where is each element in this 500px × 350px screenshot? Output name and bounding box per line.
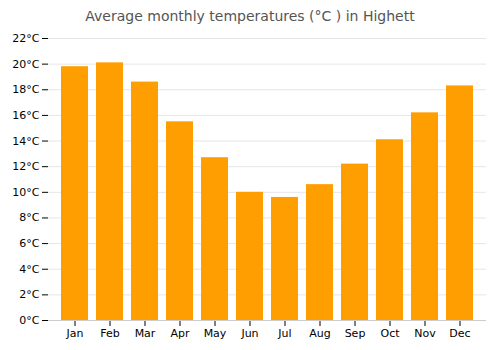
svg-text:Oct: Oct: [380, 327, 400, 340]
svg-text:10°C: 10°C: [12, 186, 39, 199]
svg-text:6°C: 6°C: [19, 237, 39, 250]
svg-text:18°C: 18°C: [12, 83, 39, 96]
svg-text:Jun: Jun: [240, 327, 258, 340]
svg-text:May: May: [204, 327, 227, 340]
svg-text:14°C: 14°C: [12, 135, 39, 148]
svg-text:12°C: 12°C: [12, 160, 39, 173]
svg-text:20°C: 20°C: [12, 58, 39, 71]
svg-text:Feb: Feb: [100, 327, 119, 340]
svg-text:4°C: 4°C: [19, 263, 39, 276]
svg-text:Apr: Apr: [170, 327, 190, 340]
svg-text:Mar: Mar: [135, 327, 156, 340]
svg-text:Nov: Nov: [414, 327, 436, 340]
svg-text:Dec: Dec: [449, 327, 470, 340]
svg-text:8°C: 8°C: [19, 211, 39, 224]
html-text:Average monthly temperatures (: Average monthly temperatures (°C ) in Hi…: [85, 8, 415, 24]
svg-text:Jul: Jul: [277, 327, 291, 340]
svg-text:Aug: Aug: [309, 327, 330, 340]
svg-text:2°C: 2°C: [19, 288, 39, 301]
svg-text:22°C: 22°C: [12, 32, 39, 45]
svg-text:Sep: Sep: [345, 327, 366, 340]
svg-text:Jan: Jan: [66, 327, 84, 340]
svg-text:16°C: 16°C: [12, 109, 39, 122]
svg-text:0°C: 0°C: [19, 314, 39, 327]
